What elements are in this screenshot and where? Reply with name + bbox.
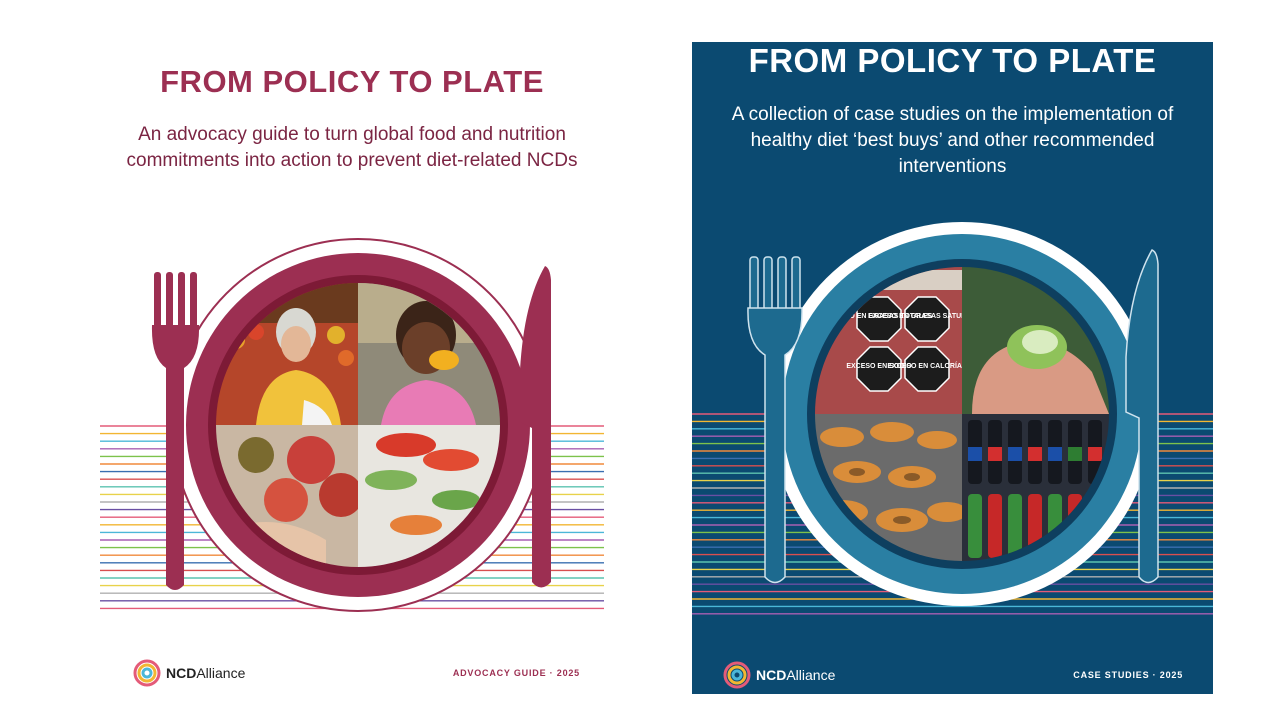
fork-icon xyxy=(747,256,803,584)
svg-text:EXCESO EN GRASAS TOTALES: EXCESO EN GRASAS TOTALES xyxy=(826,313,933,320)
knife-icon xyxy=(520,266,551,588)
cover-title: FROM POLICY TO PLATE xyxy=(748,42,1157,79)
ncd-alliance-icon xyxy=(133,659,161,687)
case-studies-cover: EXCESO EN GRASAS TOTALES EXCESO EN GRASA… xyxy=(692,42,1213,694)
svg-text:EXCESO EN GRASAS SATURADAS: EXCESO EN GRASAS SATURADAS xyxy=(868,313,986,320)
svg-text:EXCESO EN SODIO: EXCESO EN SODIO xyxy=(846,363,912,370)
brand-name: NCDAlliance xyxy=(756,667,836,683)
svg-text:EXCESO EN CALORÍAS: EXCESO EN CALORÍAS xyxy=(887,361,967,370)
plate-illustration xyxy=(100,238,604,612)
ncd-alliance-logo: NCDAlliance xyxy=(722,660,835,690)
doughnuts-photo xyxy=(815,414,967,561)
advocacy-guide-cover: FROM POLICY TO PLATE An advocacy guide t… xyxy=(96,40,608,700)
ncd-alliance-icon xyxy=(723,661,751,689)
cover-subtitle: A collection of case studies on the impl… xyxy=(731,104,1174,177)
fork-icon xyxy=(151,272,200,590)
cover-footer: ADVOCACY GUIDE · 2025 xyxy=(452,668,580,678)
cover-subtitle: An advocacy guide to turn global food an… xyxy=(126,124,578,171)
ncd-alliance-logo: NCDAlliance xyxy=(132,658,245,688)
cover-title: FROM POLICY TO PLATE xyxy=(160,64,544,99)
plate-illustration: EXCESO EN GRASAS TOTALES EXCESO EN GRASA… xyxy=(692,222,1213,615)
knife-icon xyxy=(1125,249,1159,584)
cover-footer: CASE STUDIES · 2025 xyxy=(1073,670,1183,680)
brand-name: NCDAlliance xyxy=(166,665,246,681)
warning-labels-photo: EXCESO EN GRASAS TOTALES EXCESO EN GRASA… xyxy=(815,267,986,414)
